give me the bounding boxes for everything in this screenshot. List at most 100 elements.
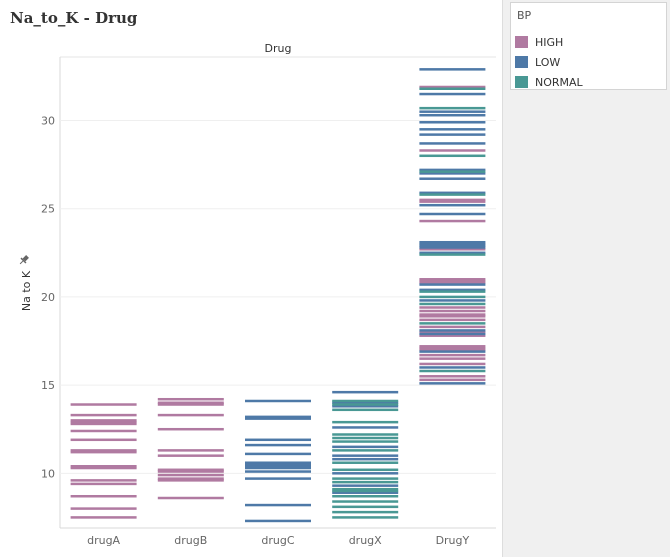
data-mark-high[interactable] bbox=[157, 403, 224, 406]
data-mark-high[interactable] bbox=[419, 309, 486, 313]
data-mark-high[interactable] bbox=[157, 401, 224, 405]
data-mark-low[interactable] bbox=[245, 477, 311, 480]
data-mark-low[interactable] bbox=[245, 438, 311, 442]
data-mark-low[interactable] bbox=[419, 350, 486, 353]
data-mark-normal[interactable] bbox=[419, 369, 486, 373]
data-mark-normal[interactable] bbox=[419, 106, 486, 110]
data-mark-low[interactable] bbox=[245, 466, 311, 470]
data-mark-normal[interactable] bbox=[332, 480, 399, 484]
data-mark-high[interactable] bbox=[70, 516, 137, 519]
data-mark-low[interactable] bbox=[332, 472, 399, 475]
data-mark-low[interactable] bbox=[245, 519, 311, 523]
data-mark-normal[interactable] bbox=[332, 477, 399, 480]
data-mark-normal[interactable] bbox=[332, 420, 399, 424]
data-mark-high[interactable] bbox=[70, 449, 137, 452]
data-mark-low[interactable] bbox=[419, 332, 486, 336]
data-mark-normal[interactable] bbox=[332, 449, 399, 452]
data-mark-low[interactable] bbox=[245, 461, 311, 464]
data-mark-normal[interactable] bbox=[332, 505, 399, 509]
data-mark-low[interactable] bbox=[419, 242, 486, 246]
data-mark-low[interactable] bbox=[419, 299, 486, 302]
data-mark-high[interactable] bbox=[419, 200, 486, 203]
data-mark-low[interactable] bbox=[419, 191, 486, 195]
data-mark-high[interactable] bbox=[419, 378, 486, 382]
data-mark-normal[interactable] bbox=[332, 436, 399, 440]
data-mark-normal[interactable] bbox=[332, 500, 399, 503]
data-mark-low[interactable] bbox=[245, 503, 311, 507]
data-mark-high[interactable] bbox=[419, 281, 486, 285]
data-mark-high[interactable] bbox=[157, 449, 224, 452]
data-mark-low[interactable] bbox=[419, 168, 486, 172]
data-mark-normal[interactable] bbox=[332, 516, 399, 519]
data-mark-low[interactable] bbox=[419, 329, 486, 332]
data-mark-high[interactable] bbox=[419, 362, 486, 366]
data-mark-high[interactable] bbox=[419, 318, 486, 322]
data-mark-normal[interactable] bbox=[332, 494, 399, 498]
data-mark-high[interactable] bbox=[419, 219, 486, 223]
data-mark-high[interactable] bbox=[419, 278, 486, 281]
data-mark-low[interactable] bbox=[245, 443, 311, 447]
pin-icon[interactable] bbox=[18, 254, 30, 266]
data-mark-high[interactable] bbox=[70, 438, 137, 442]
data-mark-high[interactable] bbox=[70, 465, 137, 468]
data-mark-low[interactable] bbox=[419, 172, 486, 175]
data-mark-high[interactable] bbox=[419, 334, 486, 337]
data-mark-low[interactable] bbox=[332, 484, 399, 487]
data-mark-normal[interactable] bbox=[332, 433, 399, 436]
legend-item-low[interactable]: LOW bbox=[515, 54, 560, 70]
data-mark-low[interactable] bbox=[332, 445, 399, 449]
data-mark-low[interactable] bbox=[419, 203, 486, 207]
data-mark-low[interactable] bbox=[419, 251, 486, 255]
data-mark-normal[interactable] bbox=[419, 87, 486, 91]
data-mark-high[interactable] bbox=[70, 403, 137, 406]
data-mark-low[interactable] bbox=[332, 390, 399, 394]
data-mark-high[interactable] bbox=[157, 470, 224, 473]
data-mark-high[interactable] bbox=[157, 479, 224, 482]
data-mark-normal[interactable] bbox=[332, 440, 399, 443]
data-mark-high[interactable] bbox=[419, 248, 486, 251]
data-mark-high[interactable] bbox=[70, 419, 137, 422]
data-mark-high[interactable] bbox=[157, 473, 224, 477]
data-mark-high[interactable] bbox=[157, 413, 224, 417]
data-mark-high[interactable] bbox=[419, 313, 486, 316]
data-mark-normal[interactable] bbox=[419, 193, 486, 196]
data-mark-high[interactable] bbox=[157, 468, 224, 472]
data-mark-low[interactable] bbox=[419, 142, 486, 145]
data-mark-high[interactable] bbox=[70, 429, 137, 433]
data-mark-low[interactable] bbox=[245, 417, 311, 420]
data-mark-low[interactable] bbox=[419, 113, 486, 117]
data-mark-low[interactable] bbox=[419, 92, 486, 96]
data-mark-normal[interactable] bbox=[419, 154, 486, 158]
data-mark-low[interactable] bbox=[419, 177, 486, 180]
data-mark-high[interactable] bbox=[419, 330, 486, 334]
data-mark-normal[interactable] bbox=[332, 408, 399, 412]
data-mark-high[interactable] bbox=[419, 375, 486, 378]
data-mark-normal[interactable] bbox=[332, 468, 399, 472]
data-mark-high[interactable] bbox=[419, 346, 486, 350]
data-mark-high[interactable] bbox=[419, 306, 486, 309]
data-mark-normal[interactable] bbox=[419, 170, 486, 173]
data-mark-normal[interactable] bbox=[419, 302, 486, 306]
data-mark-low[interactable] bbox=[245, 470, 311, 473]
data-mark-low[interactable] bbox=[419, 244, 486, 248]
data-mark-low[interactable] bbox=[419, 240, 486, 244]
data-mark-high[interactable] bbox=[157, 477, 224, 480]
data-mark-normal[interactable] bbox=[419, 253, 486, 256]
data-mark-low[interactable] bbox=[419, 133, 486, 136]
data-mark-low[interactable] bbox=[245, 415, 311, 419]
data-mark-high[interactable] bbox=[419, 357, 486, 360]
data-mark-high[interactable] bbox=[419, 315, 486, 318]
data-mark-low[interactable] bbox=[419, 68, 486, 71]
data-mark-high[interactable] bbox=[157, 496, 224, 500]
data-mark-high[interactable] bbox=[157, 397, 224, 401]
data-mark-low[interactable] bbox=[419, 288, 486, 292]
data-mark-high[interactable] bbox=[419, 198, 486, 202]
data-mark-high[interactable] bbox=[70, 413, 137, 417]
data-mark-low[interactable] bbox=[332, 401, 399, 405]
data-mark-high[interactable] bbox=[419, 279, 486, 283]
data-mark-high[interactable] bbox=[419, 325, 486, 329]
data-mark-normal[interactable] bbox=[332, 510, 399, 514]
data-mark-low[interactable] bbox=[245, 463, 311, 466]
legend-item-normal[interactable]: NORMAL bbox=[515, 74, 583, 90]
data-mark-high[interactable] bbox=[419, 353, 486, 357]
